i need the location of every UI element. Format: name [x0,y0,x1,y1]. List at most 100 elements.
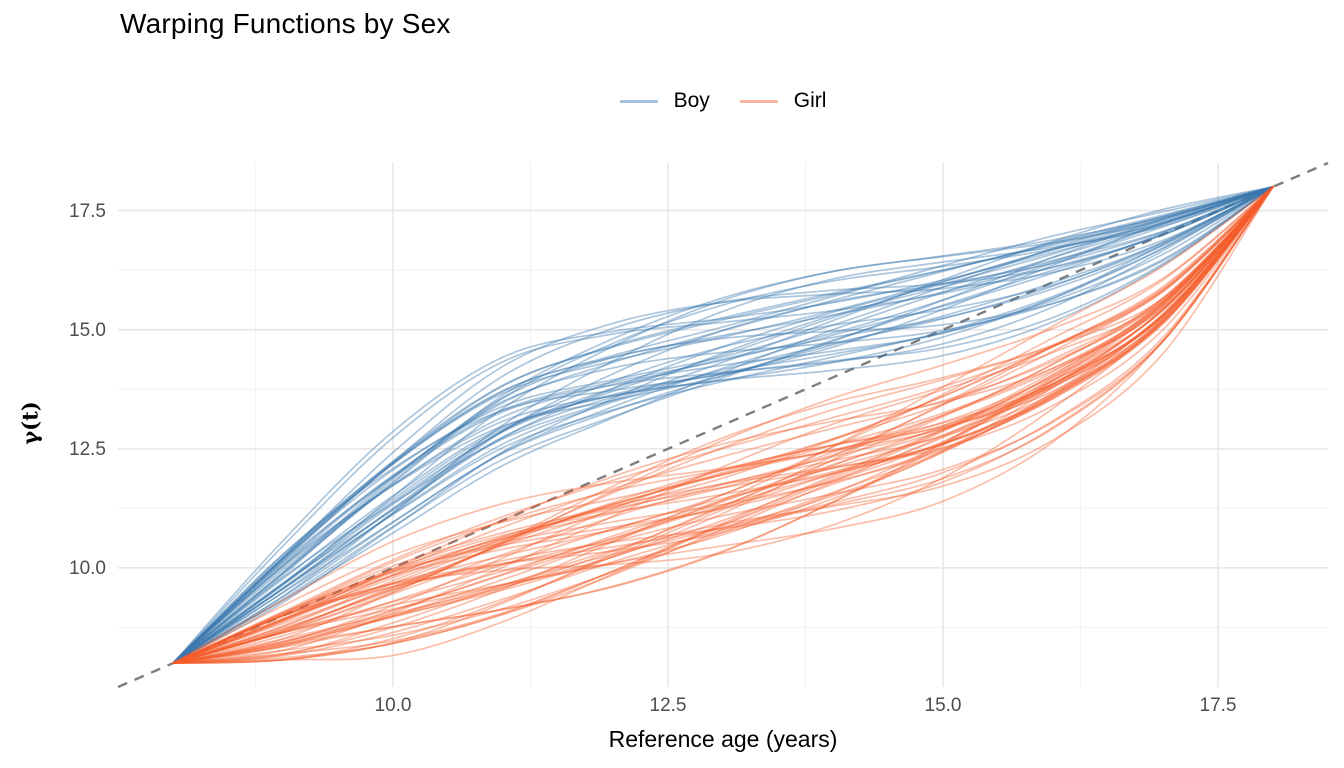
warping-curve-girl [172,185,1274,665]
legend-swatch-boy-icon [619,99,658,103]
warping-curve-girl [172,185,1274,665]
warping-curve-girl [172,185,1274,665]
warping-curve-girl [172,185,1274,665]
warping-curve-boy [172,185,1274,665]
warping-curve-boy [172,185,1274,665]
warping-curve-girl [172,185,1274,665]
warping-curve-girl [172,185,1274,665]
warping-curve-boy [172,185,1274,665]
warping-curve-girl [172,185,1274,665]
warping-curve-boy [172,185,1274,665]
warping-curve-boy [172,185,1274,665]
warping-curve-girl [172,185,1274,665]
warping-curve-girl [172,185,1274,665]
warping-curve-boy [172,185,1274,665]
warping-curve-girl [172,185,1274,665]
warping-curve-boy [172,185,1274,665]
warping-curve-girl [172,185,1274,665]
warping-curve-girl [172,185,1274,665]
y-tick-label: 10.0 [69,558,106,579]
warping-curve-boy [172,185,1274,665]
warping-curve-boy [172,185,1274,665]
warping-curve-boy [172,185,1274,665]
warping-curve-girl [172,185,1274,665]
x-axis-title: Reference age (years) [608,726,838,752]
warping-curve-girl [172,185,1274,665]
warping-curve-girl [172,185,1274,665]
legend-label-girl: Girl [793,89,827,112]
warping-curve-girl [172,185,1274,665]
warping-curve-girl [172,185,1274,665]
warping-curve-boy [172,185,1274,665]
y-tick-label: 12.5 [69,439,106,460]
warping-curve-boy [172,185,1274,665]
warping-curve-girl [172,185,1274,665]
warping-curve-boy [172,185,1274,665]
warping-curve-girl [172,185,1274,665]
warping-curve-girl [172,185,1274,665]
warping-curve-girl [172,185,1274,665]
warping-curve-boy [172,185,1274,665]
legend: Boy Girl [118,86,1328,116]
warping-curve-girl [172,185,1274,665]
warping-curve-girl [172,185,1274,665]
warping-curve-boy [172,185,1274,665]
y-axis-title: γ(t) [17,401,43,445]
warping-curve-boy [172,185,1274,665]
warping-curve-boy [172,185,1274,665]
warping-curve-boy [172,185,1274,665]
warping-curve-boy [172,185,1274,665]
legend-item-boy: Boy [619,89,710,113]
warping-curve-girl [172,185,1274,665]
warping-curve-girl [172,185,1274,665]
x-tick-label: 10.0 [374,695,412,716]
warping-curve-girl [172,185,1274,665]
warping-curve-girl [172,185,1274,665]
warping-curve-boy [172,185,1274,665]
warping-curve-boy [172,185,1274,665]
warping-curve-boy [172,185,1274,665]
warping-curve-girl [172,185,1274,665]
warping-curve-girl [172,185,1274,665]
warping-curve-girl [172,185,1274,665]
warping-curve-girl [172,185,1274,665]
identity-reference-line [117,161,1329,689]
warping-curve-girl [172,185,1274,665]
warping-curve-girl [172,185,1274,665]
legend-item-girl: Girl [739,89,827,113]
warping-curve-girl [172,185,1274,665]
warping-curve-boy [172,185,1274,665]
legend-label-boy: Boy [673,89,710,112]
warping-curve-boy [172,185,1274,665]
legend-swatch-girl-icon [739,99,778,103]
warping-curve-boy [172,185,1274,665]
x-tick-label: 15.0 [924,695,962,716]
x-tick-label: 12.5 [649,695,687,716]
warping-curve-girl [172,185,1274,665]
warping-curve-girl [172,185,1274,665]
warping-curve-boy [172,185,1274,665]
warping-curve-girl [172,185,1274,665]
y-tick-label: 15.0 [69,320,106,341]
warping-curve-boy [172,185,1274,665]
y-tick-label: 17.5 [69,201,106,222]
warping-curve-girl [172,185,1274,665]
warping-curve-girl [172,185,1274,665]
warping-curve-boy [172,185,1274,665]
warping-curve-girl [172,185,1274,665]
warping-curve-girl [172,185,1274,665]
warping-curve-girl [172,185,1274,665]
warping-curve-boy [172,185,1274,665]
warping-curve-boy [172,185,1274,665]
x-tick-label: 17.5 [1199,695,1237,716]
warping-curve-girl [172,185,1274,665]
warping-curve-boy [172,185,1274,665]
warping-curve-girl [172,185,1274,665]
warping-curve-boy [172,185,1274,665]
warping-curve-boy [172,185,1274,665]
warping-curve-girl [172,185,1274,665]
warping-curve-girl [172,185,1274,665]
warping-curve-boy [172,185,1274,665]
